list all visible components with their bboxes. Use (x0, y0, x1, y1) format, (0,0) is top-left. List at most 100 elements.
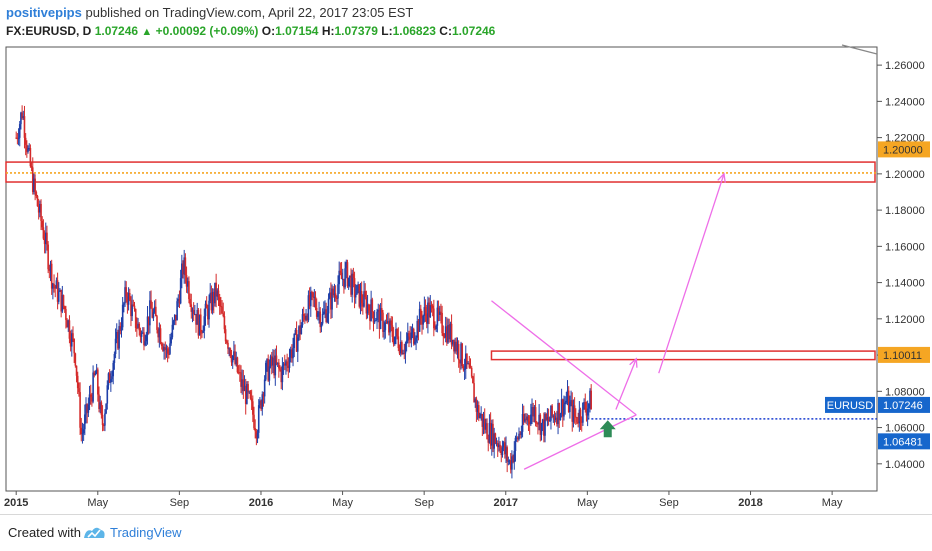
x-tick-label: Sep (414, 497, 434, 509)
candle-body (22, 116, 25, 119)
tradingview-logo-icon[interactable] (82, 524, 106, 547)
candle-body (525, 418, 527, 421)
candle-body (420, 308, 422, 319)
ohlc-line: FX:EURUSD, D 1.07246 ▲ +0.00092 (+0.09%)… (6, 24, 495, 38)
candle-body (31, 167, 34, 193)
candle-body (254, 428, 256, 432)
candle-body (240, 372, 242, 387)
candle-body (163, 347, 165, 351)
candle-body (266, 359, 268, 363)
candle-body (223, 316, 226, 330)
candle-body (402, 353, 404, 355)
candle-body (104, 413, 106, 426)
candle-body (352, 273, 355, 279)
candle-body (123, 303, 125, 305)
candle-body (49, 263, 52, 271)
candle-body (164, 347, 167, 350)
candle-body (479, 415, 481, 418)
candle-body (428, 302, 430, 318)
y-tick-label: 1.16000 (885, 241, 925, 253)
candle-body (227, 342, 229, 349)
candle-body (454, 341, 456, 352)
candle-body (552, 415, 555, 417)
candle-body (112, 363, 115, 377)
candle-body (52, 283, 54, 289)
candle-body (256, 432, 259, 439)
candle-body (304, 315, 306, 320)
candle-body (494, 433, 497, 444)
candle-body (121, 304, 124, 328)
candle-body (346, 262, 349, 287)
candle-body (362, 303, 364, 307)
candle-body (580, 421, 583, 423)
y-tick-label: 1.14000 (885, 278, 925, 290)
candle-body (79, 392, 81, 428)
candle-body (231, 355, 234, 363)
footer: Created with TradingView (0, 514, 932, 551)
candle-body (78, 388, 80, 393)
candle-body (483, 418, 486, 430)
candle-body (239, 372, 241, 374)
candle-body (54, 286, 57, 289)
tradingview-brand-link[interactable]: TradingView (110, 525, 182, 540)
candle-body (97, 369, 99, 395)
candle-body (273, 357, 275, 376)
candle-body (441, 312, 443, 334)
y-tick-label: 1.04000 (885, 459, 925, 471)
y-tick-label: 1.20000 (885, 169, 925, 181)
symbol-tag-text: EURUSD (827, 400, 874, 412)
candle-body (159, 328, 162, 344)
candle-body (253, 414, 255, 429)
candle-body (265, 362, 267, 380)
candle-body (300, 325, 303, 335)
candle-body (37, 206, 40, 213)
candle-body (396, 329, 398, 337)
author-link[interactable]: positivepips (6, 5, 82, 20)
candle-body (184, 257, 187, 276)
candle-body (86, 404, 88, 413)
candle-body (320, 323, 323, 328)
candle-body (393, 336, 396, 345)
x-tick-label: 2018 (738, 497, 762, 509)
candle-body (263, 379, 266, 397)
candle-body (526, 416, 529, 421)
candle-body (565, 400, 568, 403)
candle-body (296, 337, 299, 352)
x-tick-label: May (577, 497, 598, 509)
candle-body (169, 343, 171, 354)
candle-body (17, 137, 20, 139)
candle-body (504, 442, 506, 455)
candle-body (173, 314, 176, 321)
candle-body (248, 391, 251, 393)
candle-body (18, 124, 21, 138)
candle-body (46, 232, 48, 245)
candle-body (153, 306, 156, 313)
candle-body (124, 287, 126, 304)
candle-body (339, 270, 342, 273)
price-chart[interactable]: 1.260001.240001.220001.200001.180001.160… (0, 0, 932, 514)
candle-body (567, 390, 570, 413)
trend-line (615, 358, 637, 410)
y-tick-label: 1.06000 (885, 423, 925, 435)
candle-body (237, 372, 240, 374)
candle-body (210, 292, 213, 311)
candle-body (546, 417, 549, 420)
candle-body (492, 423, 494, 449)
candle-body (272, 357, 274, 366)
price-axis-label (878, 396, 930, 413)
candle-body (36, 195, 39, 207)
candle-body (233, 351, 235, 356)
candle-body (95, 369, 98, 374)
x-tick-label: 2016 (249, 497, 273, 509)
arrowhead-icon (629, 357, 638, 368)
candle-body (476, 405, 479, 412)
candle-body (208, 300, 210, 320)
candle-body (93, 372, 96, 376)
candle-body (539, 414, 542, 435)
candle-body (201, 332, 203, 334)
candle-body (152, 312, 155, 318)
candle-body (505, 447, 507, 455)
arrowhead-icon (717, 172, 726, 183)
candle-body (212, 291, 215, 304)
candle-body (537, 423, 539, 425)
